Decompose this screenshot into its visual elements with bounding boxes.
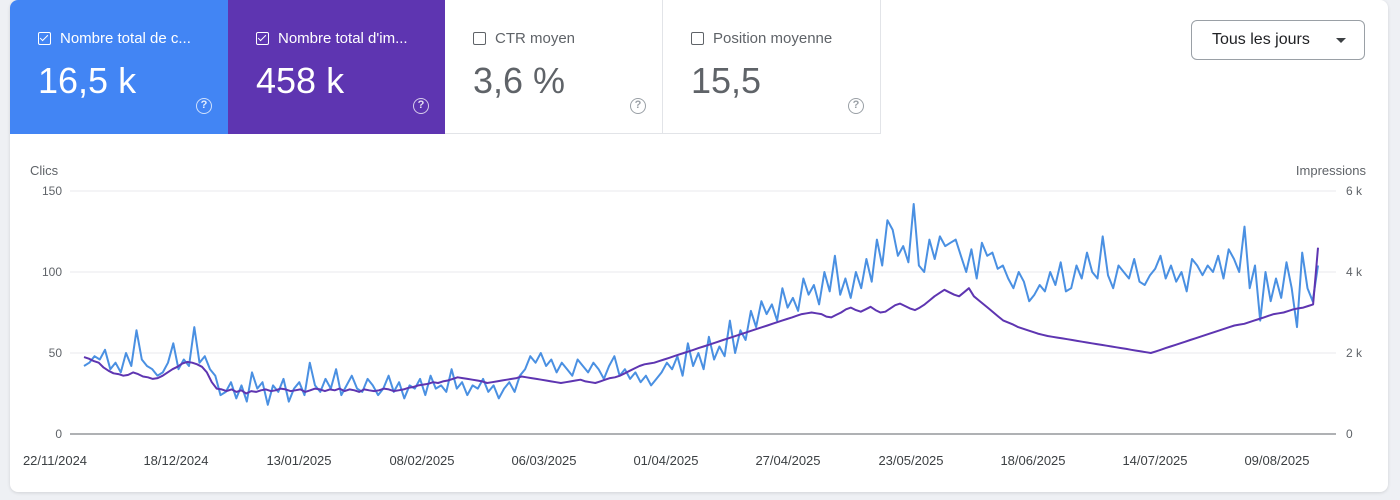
clicks-series-line — [83, 203, 1319, 406]
metric-card-clicks[interactable]: Nombre total de c... 16,5 k ? — [10, 0, 228, 134]
impressions-label: Nombre total d'im... — [278, 30, 408, 47]
x-tick-label: 08/02/2025 — [389, 453, 454, 468]
performance-chart: Clics Impressions 150 6 k 100 4 k 50 2 k 0 0 22… — [23, 163, 1367, 468]
impressions-value: 458 k — [256, 60, 345, 101]
help-icon[interactable]: ? — [630, 98, 646, 114]
help-icon[interactable]: ? — [848, 98, 864, 114]
x-tick-label: 18/12/2024 — [143, 453, 208, 468]
impressions-checkbox[interactable] — [256, 32, 269, 45]
right-axis-title: Impressions — [1296, 163, 1367, 178]
position-label: Position moyenne — [713, 30, 833, 47]
x-tick-label: 06/03/2025 — [511, 453, 576, 468]
left-tick-label: 100 — [42, 265, 62, 279]
x-tick-label: 27/04/2025 — [755, 453, 820, 468]
position-value: 15,5 — [691, 60, 762, 101]
date-granularity-dropdown[interactable]: Tous les jours — [1191, 20, 1365, 60]
ctr-checkbox[interactable] — [473, 32, 486, 45]
right-tick-label: 4 k — [1346, 265, 1363, 279]
metric-card-position[interactable]: Position moyenne 15,5 ? — [663, 0, 881, 134]
performance-panel: Nombre total de c... 16,5 k ? Nombre tot… — [10, 0, 1388, 492]
dropdown-label: Tous les jours — [1212, 31, 1310, 48]
x-tick-label: 09/08/2025 — [1244, 453, 1309, 468]
metric-card-ctr[interactable]: CTR moyen 3,6 % ? — [445, 0, 663, 134]
ctr-label: CTR moyen — [495, 30, 576, 47]
ctr-value: 3,6 % — [473, 60, 566, 101]
x-tick-label: 13/01/2025 — [266, 453, 331, 468]
left-tick-label: 150 — [42, 184, 62, 198]
x-tick-label: 01/04/2025 — [633, 453, 698, 468]
help-icon[interactable]: ? — [196, 98, 212, 114]
right-tick-label: 0 — [1346, 427, 1353, 441]
left-axis-title: Clics — [30, 163, 59, 178]
x-tick-label: 22/11/2024 — [23, 453, 87, 468]
clicks-checkbox[interactable] — [38, 32, 51, 45]
x-tick-label: 14/07/2025 — [1122, 453, 1187, 468]
left-tick-label: 0 — [55, 427, 62, 441]
metric-card-impressions[interactable]: Nombre total d'im... 458 k ? — [228, 0, 445, 134]
clicks-label: Nombre total de c... — [60, 30, 191, 47]
impressions-series-line — [83, 247, 1319, 395]
right-tick-label: 6 k — [1346, 184, 1363, 198]
caret-down-icon — [1336, 38, 1346, 43]
help-icon[interactable]: ? — [413, 98, 429, 114]
x-tick-label: 18/06/2025 — [1000, 453, 1065, 468]
left-tick-label: 50 — [49, 346, 63, 360]
position-checkbox[interactable] — [691, 32, 704, 45]
x-tick-label: 23/05/2025 — [878, 453, 943, 468]
right-tick-label: 2 k — [1346, 346, 1363, 360]
clicks-value: 16,5 k — [38, 60, 137, 101]
